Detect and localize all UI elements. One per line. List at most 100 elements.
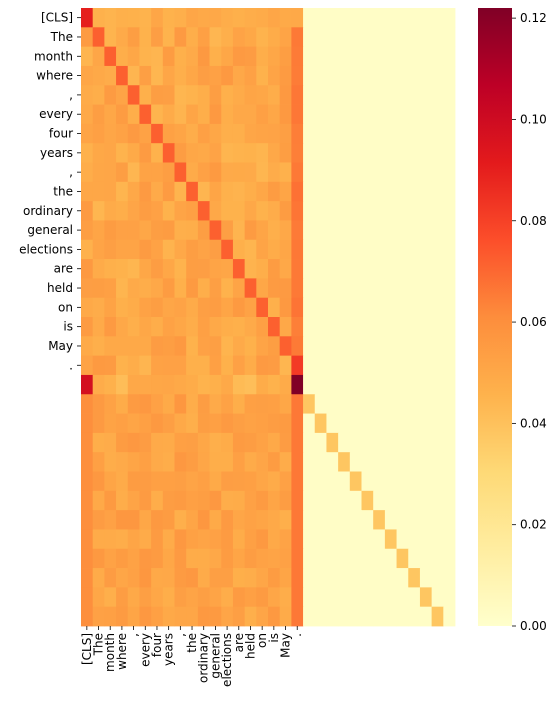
- heatmap-cell: [303, 85, 316, 105]
- heatmap-cell: [81, 65, 94, 86]
- heatmap-cell: [279, 317, 292, 337]
- heatmap-cell: [221, 297, 234, 318]
- heatmap-cell: [326, 8, 339, 28]
- heatmap-cell: [431, 355, 444, 376]
- heatmap-cell: [162, 46, 175, 67]
- heatmap-cell: [349, 220, 362, 241]
- heatmap-cell: [314, 143, 327, 163]
- heatmap-cell: [104, 85, 117, 105]
- heatmap-cell: [338, 297, 351, 318]
- heatmap-cell: [279, 490, 292, 511]
- heatmap-cell: [349, 452, 362, 472]
- heatmap-cell: [244, 587, 257, 608]
- heatmap-cell: [244, 201, 257, 221]
- heatmap-cell: [139, 317, 152, 337]
- heatmap-cell: [232, 432, 246, 453]
- heatmap-cell: [162, 548, 175, 569]
- heatmap-cell: [384, 8, 397, 28]
- y-axis-tick-labels: [CLS] The month where, every four years, the ord…: [19, 11, 81, 372]
- heatmap-cell: [291, 104, 304, 125]
- heatmap-cell: [314, 510, 327, 530]
- heatmap-cell: [127, 452, 140, 472]
- heatmap-cell: [291, 239, 304, 260]
- heatmap-cell: [139, 432, 152, 453]
- heatmap-cell: [186, 432, 199, 453]
- heatmap-cell: [268, 317, 281, 337]
- heatmap-cell: [314, 278, 327, 299]
- heatmap-cell: [291, 143, 304, 163]
- heatmap-cell: [162, 220, 175, 241]
- heatmap-cell: [92, 259, 105, 279]
- heatmap-cell: [396, 548, 409, 569]
- heatmap-cell: [338, 374, 351, 395]
- heatmap-cell: [338, 394, 351, 414]
- heatmap-cell: [116, 220, 129, 241]
- heatmap-cell: [291, 490, 304, 511]
- heatmap-cell: [268, 123, 281, 144]
- heatmap-cell: [361, 65, 374, 86]
- heatmap-cell: [244, 143, 257, 163]
- heatmap-cell: [443, 568, 456, 588]
- heatmap-cell: [384, 548, 397, 569]
- heatmap-cell: [396, 529, 409, 550]
- heatmap-cell: [209, 413, 222, 434]
- heatmap-cell: [174, 297, 187, 318]
- heatmap-cell: [81, 587, 94, 608]
- heatmap-cell: [326, 394, 339, 414]
- heatmap-cell: [151, 529, 164, 550]
- heatmap-cell: [81, 8, 94, 28]
- heatmap-cell: [186, 394, 199, 414]
- heatmap-cell: [81, 413, 94, 434]
- heatmap-cell: [268, 355, 281, 376]
- heatmap-cell: [92, 490, 105, 511]
- heatmap-cell: [314, 490, 327, 511]
- heatmap-cell: [127, 65, 140, 86]
- heatmap-cell: [419, 104, 433, 125]
- heatmap-cell: [81, 297, 94, 318]
- heatmap-cell: [291, 259, 304, 279]
- heatmap-cell: [314, 336, 327, 357]
- heatmap-cell: [384, 355, 397, 376]
- heatmap-cell: [139, 355, 152, 376]
- heatmap-cell: [361, 162, 374, 183]
- heatmap-cell: [81, 452, 94, 472]
- heatmap-cell: [116, 143, 129, 163]
- heatmap-cell: [221, 452, 234, 472]
- heatmap-cell: [244, 413, 257, 434]
- heatmap-cell: [431, 85, 444, 105]
- heatmap-cell: [279, 529, 292, 550]
- heatmap-cell: [326, 220, 339, 241]
- heatmap-cell: [162, 123, 175, 144]
- heatmap-cell: [384, 201, 397, 221]
- heatmap-cell: [279, 104, 292, 125]
- heatmap-cell: [256, 529, 269, 550]
- heatmap-cell: [396, 490, 409, 511]
- heatmap-cell: [443, 374, 456, 395]
- heatmap-cell: [373, 220, 386, 241]
- heatmap-cell: [431, 239, 444, 260]
- heatmap-cell: [244, 259, 257, 279]
- heatmap-cell: [268, 85, 281, 105]
- heatmap-cell: [116, 452, 129, 472]
- heatmap-cell: [303, 529, 316, 550]
- heatmap-cell: [384, 143, 397, 163]
- y-tick-label: month: [34, 49, 73, 63]
- heatmap-cell: [151, 278, 164, 299]
- heatmap-cell: [349, 510, 362, 530]
- heatmap-cell: [256, 123, 269, 144]
- heatmap-cell: [92, 220, 105, 241]
- heatmap-cell: [151, 510, 164, 530]
- heatmap-cell: [268, 162, 281, 183]
- heatmap-cell: [349, 355, 362, 376]
- heatmap-cell: [244, 46, 257, 67]
- heatmap-cell: [326, 143, 339, 163]
- heatmap-cell: [396, 413, 409, 434]
- heatmap-cell: [443, 239, 456, 260]
- heatmap-cell: [396, 317, 409, 337]
- heatmap-cell: [326, 568, 339, 588]
- heatmap-cell: [443, 490, 456, 511]
- heatmap-cell: [92, 297, 105, 318]
- heatmap-cell: [244, 374, 257, 395]
- heatmap-cell: [174, 452, 187, 472]
- heatmap-cell: [443, 46, 456, 67]
